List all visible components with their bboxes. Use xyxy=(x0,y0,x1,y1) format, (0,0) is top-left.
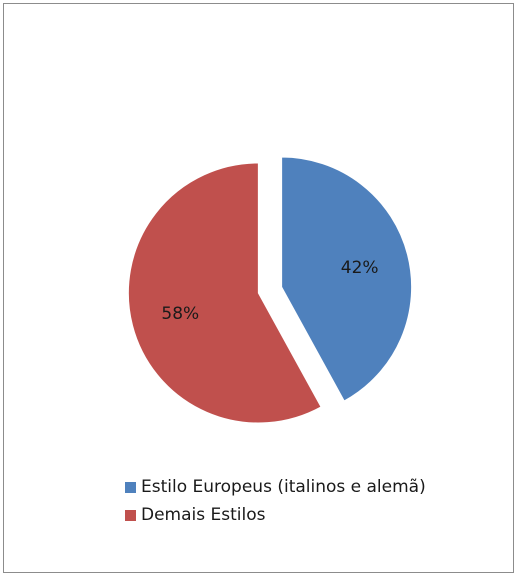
legend-swatch-demais xyxy=(125,509,136,521)
legend-item-europeus: Estilo Europeus (italinos e alemã) xyxy=(125,473,426,501)
legend-label-demais: Demais Estilos xyxy=(141,505,266,525)
legend: Estilo Europeus (italinos e alemã) Demai… xyxy=(125,473,426,529)
slice-label-demais: 58% xyxy=(161,304,199,324)
legend-label-europeus: Estilo Europeus (italinos e alemã) xyxy=(141,477,426,497)
pie-slice-europeus xyxy=(281,156,413,402)
legend-swatch-europeus xyxy=(125,481,136,493)
legend-item-demais: Demais Estilos xyxy=(125,501,426,529)
slice-label-europeus: 42% xyxy=(341,258,379,278)
pie-slice-demais xyxy=(127,162,322,424)
